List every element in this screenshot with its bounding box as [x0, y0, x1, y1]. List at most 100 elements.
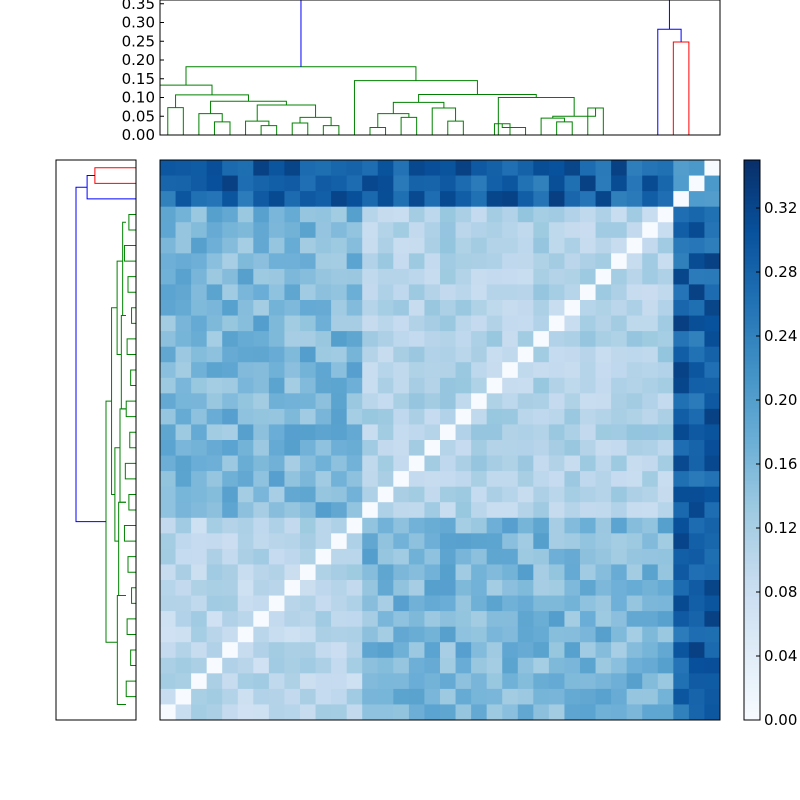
heatmap-cell: [377, 300, 394, 316]
heatmap-cell: [300, 237, 316, 254]
heatmap-cell: [315, 408, 332, 425]
heatmap-cell: [191, 688, 208, 705]
heatmap-cell: [548, 237, 565, 254]
heatmap-cell: [253, 688, 270, 705]
left-dendrogram-link: [127, 276, 136, 293]
heatmap-cell: [377, 626, 394, 643]
heatmap-cell: [362, 642, 379, 659]
heatmap-cell: [408, 331, 425, 348]
heatmap-cell: [502, 331, 519, 348]
heatmap-cell: [673, 160, 690, 176]
heatmap-cell: [331, 268, 348, 285]
heatmap-cell: [642, 688, 659, 705]
heatmap-cell: [237, 222, 254, 239]
top-dendrogram-link: [245, 120, 270, 135]
colorbar-segment: [744, 396, 760, 401]
heatmap-cell: [346, 502, 363, 519]
heatmap-cell: [580, 253, 596, 270]
heatmap-cell: [362, 206, 379, 223]
heatmap-cell: [315, 533, 332, 550]
heatmap-cell: [253, 548, 270, 565]
heatmap-cell: [222, 362, 239, 379]
heatmap-cell: [595, 331, 612, 348]
colorbar-segment: [744, 556, 760, 561]
heatmap-cell: [595, 253, 612, 270]
colorbar-segment: [744, 604, 760, 609]
heatmap-cell: [580, 564, 596, 581]
heatmap-cell: [222, 377, 239, 394]
colorbar-segment: [744, 696, 760, 701]
heatmap-cell: [284, 704, 301, 721]
heatmap-cell: [611, 440, 628, 456]
heatmap-cell: [688, 611, 705, 628]
heatmap-cell: [673, 517, 690, 534]
heatmap-cell: [548, 517, 565, 534]
heatmap-cell: [393, 315, 410, 332]
top-dendrogram-link: [300, 0, 670, 67]
heatmap-cell: [611, 626, 628, 643]
heatmap-cell: [393, 517, 410, 534]
heatmap-cell: [393, 160, 410, 176]
heatmap-cell: [688, 346, 705, 363]
colorbar-segment: [744, 300, 760, 305]
heatmap-cell: [160, 222, 176, 239]
heatmap-cell: [564, 642, 581, 659]
heatmap-cell: [393, 471, 410, 488]
heatmap-cell: [657, 408, 674, 425]
heatmap-cell: [393, 268, 410, 285]
heatmap-cell: [688, 424, 705, 441]
colorbar-segment: [744, 540, 760, 545]
heatmap-cell: [502, 517, 519, 534]
colorbar-segment: [744, 360, 760, 365]
colorbar-segment: [744, 464, 760, 469]
heatmap-cell: [486, 300, 503, 316]
heatmap-cell: [237, 253, 254, 270]
heatmap-cell: [657, 486, 674, 503]
heatmap-cell: [284, 673, 301, 690]
heatmap-cell: [237, 626, 254, 643]
heatmap-cell: [688, 533, 705, 550]
left-dendrogram-link: [129, 431, 136, 449]
heatmap-cell: [486, 253, 503, 270]
heatmap-cell: [175, 377, 192, 394]
heatmap-cell: [300, 548, 316, 565]
colorbar-segment: [744, 632, 760, 637]
heatmap-cell: [471, 673, 488, 690]
heatmap-cell: [688, 268, 705, 285]
heatmap-cell: [642, 408, 659, 425]
heatmap-cell: [611, 191, 628, 208]
heatmap-cell: [253, 346, 270, 363]
heatmap-cell: [564, 595, 581, 612]
heatmap-cell: [704, 517, 721, 534]
heatmap-cell: [253, 315, 270, 332]
heatmap-cell: [424, 206, 441, 223]
heatmap-cell: [191, 175, 208, 192]
heatmap-cell: [595, 580, 612, 596]
heatmap-cell: [626, 191, 643, 208]
heatmap-cell: [642, 346, 659, 363]
heatmap-cell: [611, 580, 628, 596]
heatmap-cell: [471, 315, 488, 332]
top-dendrogram-tick-label: 0.00: [122, 126, 155, 144]
heatmap-cell: [268, 611, 285, 628]
heatmap-cell: [704, 393, 721, 410]
heatmap-cell: [486, 533, 503, 550]
heatmap-cell: [486, 564, 503, 581]
heatmap-cell: [471, 642, 488, 659]
colorbar-segment: [744, 196, 760, 201]
heatmap-cell: [455, 315, 472, 332]
heatmap-cell: [191, 424, 208, 441]
heatmap-cell: [175, 548, 192, 565]
heatmap-cell: [191, 471, 208, 488]
left-dendrogram-link: [111, 307, 118, 495]
heatmap-cell: [595, 346, 612, 363]
heatmap-cell: [175, 564, 192, 581]
heatmap-cell: [657, 533, 674, 550]
heatmap-cell: [548, 533, 565, 550]
heatmap-cell: [393, 346, 410, 363]
heatmap-cell: [331, 502, 348, 519]
heatmap-cell: [704, 362, 721, 379]
top-dendrogram-link: [260, 125, 278, 135]
colorbar-segment: [744, 244, 760, 249]
colorbar-segment: [744, 644, 760, 649]
